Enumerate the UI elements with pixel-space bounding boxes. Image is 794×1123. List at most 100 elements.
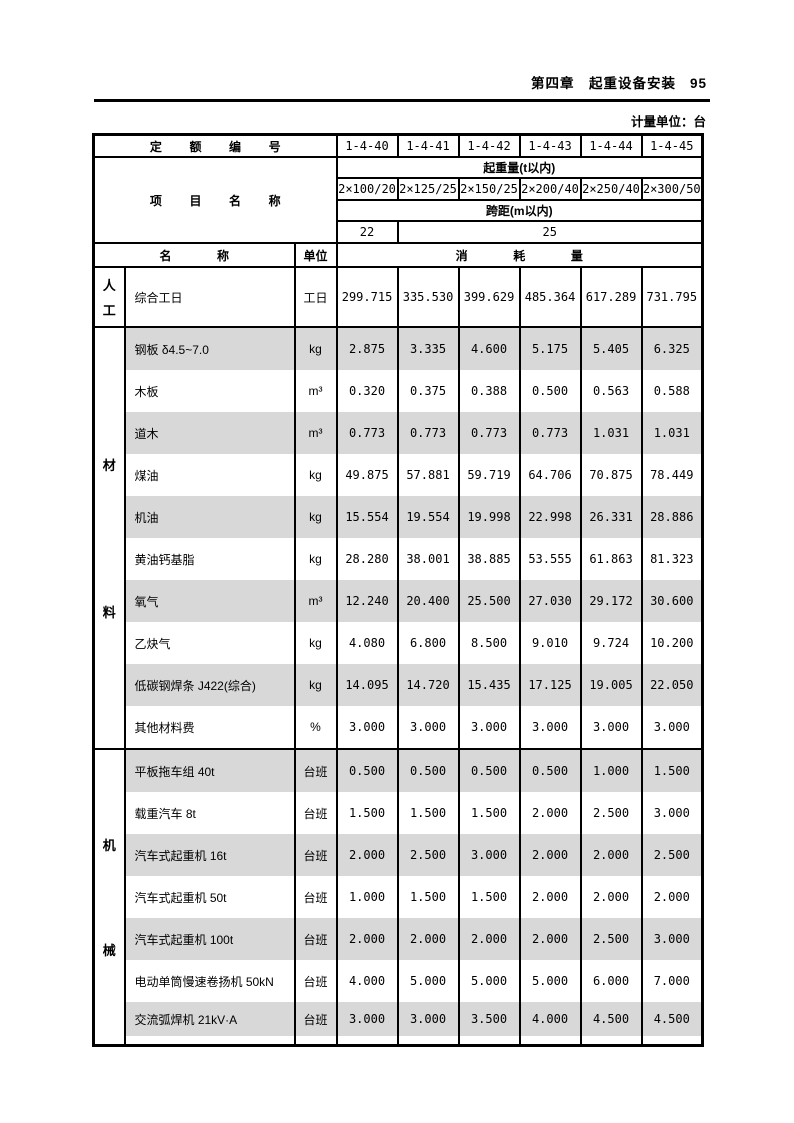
consumption-value: 0.588: [640, 370, 704, 412]
consumption-value: 0.773: [518, 412, 582, 454]
item-unit: 工日: [293, 266, 338, 327]
consumption-value: 4.600: [457, 326, 521, 370]
measurement-unit-note: 计量单位：台: [630, 115, 706, 129]
quota-number-row: 定额编号 1-4-40 1-4-41 1-4-42 1-4-43 1-4-44 …: [92, 133, 704, 158]
quota-number: 1-4-42: [457, 133, 521, 158]
consumption-value: 81.323: [640, 538, 704, 580]
item-unit: kg: [293, 622, 338, 664]
consumption-value: 3.000: [335, 706, 399, 749]
spec-value: 2×250/40: [579, 177, 643, 201]
consumption-value: 14.095: [335, 664, 399, 706]
consumption-value: 0.773: [457, 412, 521, 454]
spec-value: 2×100/20: [335, 177, 399, 201]
table-row: 汽车式起重机 100t 台班 2.000 2.000 2.000 2.000 2.500 3.…: [94, 918, 704, 960]
span-value-row: 22 25: [94, 220, 704, 244]
consumption-value: 2.000: [457, 918, 521, 960]
item-unit: kg: [293, 538, 338, 580]
item-name: 电动单筒慢速卷扬机 50kN: [123, 960, 296, 1002]
consumption-value: 5.175: [518, 326, 582, 370]
consumption-value: 61.863: [579, 538, 643, 580]
consumption-value: 2.000: [518, 792, 582, 834]
consumption-value: 2.000: [579, 876, 643, 918]
table-row: 其他材料费% 3.000 3.000 3.000 3.000 3.000 3.000: [94, 706, 704, 749]
consumption-value: 5.000: [457, 960, 521, 1002]
consumption-value: 14.720: [396, 664, 460, 706]
consumption-value: 2.875: [335, 326, 399, 370]
consumption-value: 78.449: [640, 454, 704, 496]
quota-number: 1-4-43: [518, 133, 582, 158]
consumption-value: 7.000: [640, 960, 704, 1002]
spacer-cell: [457, 1036, 521, 1046]
consumption-value: 2.000: [335, 834, 399, 876]
item-unit: 台班: [293, 834, 338, 876]
table-row: 煤油 kg 49.875 57.881 59.719 64.706 70.875 78.449: [94, 454, 704, 496]
item-name: 机油: [123, 496, 296, 538]
page-header: 第四章 起重设备安装 95: [531, 72, 707, 92]
consumption-value: 399.629: [457, 266, 521, 327]
consumption-value: 3.000: [396, 706, 460, 749]
consumption-value: 1.500: [396, 876, 460, 918]
consumption-value: 1.500: [396, 792, 460, 834]
item-unit: m³: [293, 580, 338, 622]
page-number: 95: [689, 76, 707, 91]
consumption-value: 4.500: [579, 1002, 643, 1036]
consumption-value: 53.555: [518, 538, 582, 580]
consumption-value: 299.715: [335, 266, 399, 327]
name-column-header: 名称: [92, 242, 296, 268]
item-name: 交流弧焊机 21kV·A: [123, 1002, 296, 1036]
item-unit: kg: [293, 664, 338, 706]
consumption-value: 4.000: [335, 960, 399, 1002]
consumption-column-header: 消耗量: [335, 242, 704, 268]
item-name: 汽车式起重机 16t: [123, 834, 296, 876]
consumption-value: 3.000: [518, 706, 582, 749]
item-unit: 台班: [293, 960, 338, 1002]
consumption-value: 1.500: [457, 792, 521, 834]
item-unit: kg: [293, 454, 338, 496]
consumption-value: 19.998: [457, 496, 521, 538]
consumption-value: 59.719: [457, 454, 521, 496]
consumption-value: 6.800: [396, 622, 460, 664]
table-row: 木板 m³ 0.320 0.375 0.388 0.500 0.563 0.588: [94, 370, 704, 412]
project-name-label: 项目名称: [92, 156, 338, 244]
consumption-value: 5.000: [396, 960, 460, 1002]
consumption-value: 3.000: [579, 706, 643, 749]
category-vertical-text: 材料: [102, 458, 116, 620]
unit-column-header: 单位: [293, 242, 338, 268]
consumption-value: 17.125: [518, 664, 582, 706]
lifting-capacity-label: 起重量(t以内): [335, 156, 704, 179]
chapter-title: 第四章 起重设备安装: [530, 76, 676, 91]
span-value: 22: [335, 220, 399, 244]
consumption-value: 1.500: [640, 748, 704, 792]
consumption-value: 1.500: [457, 876, 521, 918]
consumption-value: 38.001: [396, 538, 460, 580]
bottom-spacer-row: [94, 1036, 704, 1046]
item-unit: m³: [293, 412, 338, 454]
consumption-value: 22.998: [518, 496, 582, 538]
span-label: 跨距(m以内): [335, 199, 704, 222]
consumption-value: 485.364: [518, 266, 582, 327]
consumption-value: 15.554: [335, 496, 399, 538]
table-row: 汽车式起重机 50t 台班 1.000 1.500 1.500 2.000 2.000 2.0…: [94, 876, 704, 918]
consumption-value: 0.500: [457, 748, 521, 792]
table-row: 机械平板拖车组 40t 台班 0.500 0.500 0.500 0.500 1.000 1.…: [92, 748, 704, 1046]
consumption-value: 1.500: [335, 792, 399, 834]
consumption-value: 30.600: [640, 580, 704, 622]
spacer-cell: [579, 1036, 643, 1046]
table-row: 黄油钙基脂 kg 28.280 38.001 38.885 53.555 61.863 81.…: [94, 538, 704, 580]
table-row: 氧气 m³ 12.240 20.400 25.500 27.030 29.172 30.600: [94, 580, 704, 622]
consumption-value: 2.500: [396, 834, 460, 876]
spacer-cell: [518, 1036, 582, 1046]
item-name: 乙炔气: [123, 622, 296, 664]
consumption-value: 2.000: [518, 834, 582, 876]
consumption-value: 4.080: [335, 622, 399, 664]
item-name: 煤油: [123, 454, 296, 496]
consumption-value: 2.000: [518, 918, 582, 960]
consumption-value: 22.050: [640, 664, 704, 706]
consumption-value: 70.875: [579, 454, 643, 496]
consumption-value: 57.881: [396, 454, 460, 496]
category-label-material: 材料: [92, 326, 126, 749]
consumption-value: 3.335: [396, 326, 460, 370]
consumption-value: 0.500: [335, 748, 399, 792]
consumption-value: 3.000: [640, 706, 704, 749]
header-rule: [94, 99, 710, 102]
